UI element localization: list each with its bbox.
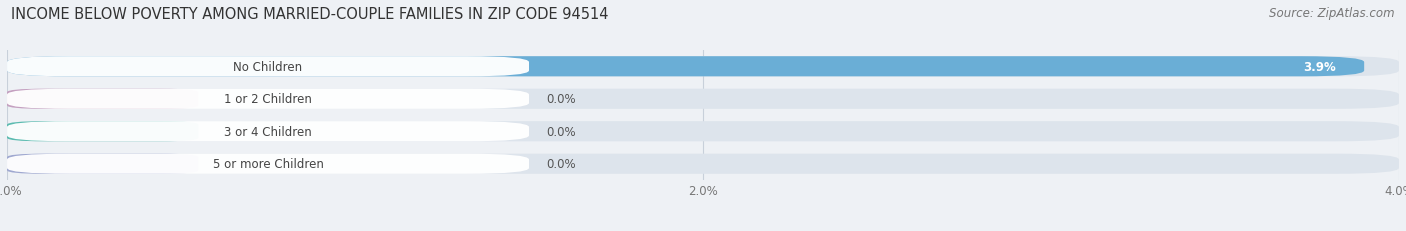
FancyBboxPatch shape	[7, 57, 1399, 77]
Text: 0.0%: 0.0%	[547, 125, 576, 138]
Text: 0.0%: 0.0%	[547, 93, 576, 106]
FancyBboxPatch shape	[7, 122, 529, 142]
FancyBboxPatch shape	[7, 122, 198, 142]
FancyBboxPatch shape	[7, 154, 1399, 174]
Text: 5 or more Children: 5 or more Children	[212, 158, 323, 170]
FancyBboxPatch shape	[7, 154, 529, 174]
Text: Source: ZipAtlas.com: Source: ZipAtlas.com	[1270, 7, 1395, 20]
FancyBboxPatch shape	[7, 89, 529, 109]
FancyBboxPatch shape	[7, 154, 198, 174]
Text: 1 or 2 Children: 1 or 2 Children	[224, 93, 312, 106]
FancyBboxPatch shape	[7, 57, 529, 77]
FancyBboxPatch shape	[7, 122, 1399, 142]
Text: 3 or 4 Children: 3 or 4 Children	[224, 125, 312, 138]
Text: INCOME BELOW POVERTY AMONG MARRIED-COUPLE FAMILIES IN ZIP CODE 94514: INCOME BELOW POVERTY AMONG MARRIED-COUPL…	[11, 7, 609, 22]
Text: No Children: No Children	[233, 61, 302, 73]
Text: 0.0%: 0.0%	[547, 158, 576, 170]
FancyBboxPatch shape	[7, 57, 1364, 77]
FancyBboxPatch shape	[7, 89, 198, 109]
Text: 3.9%: 3.9%	[1303, 61, 1336, 73]
FancyBboxPatch shape	[7, 89, 1399, 109]
